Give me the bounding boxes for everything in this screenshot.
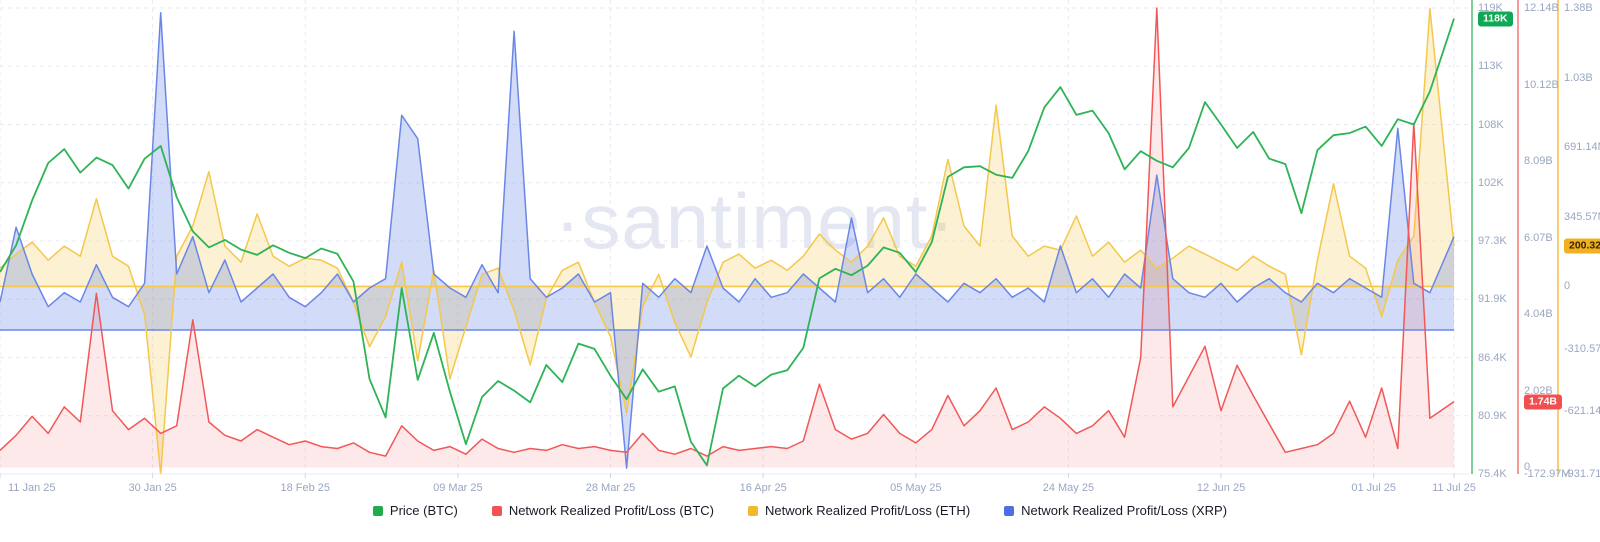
y-tick-label: 91.9K <box>1478 293 1507 306</box>
legend-label: Network Realized Profit/Loss (XRP) <box>1021 503 1228 518</box>
npl-btc-swatch-icon <box>491 505 502 516</box>
latest-eth-npl-badge: 200.32M <box>1564 238 1600 254</box>
y-tick-label: 12.14B <box>1524 2 1559 14</box>
x-tick-label: 01 Jul 25 <box>1351 482 1396 494</box>
y-tick-label: 0 <box>1564 280 1571 293</box>
y-tick-label: 0 <box>1524 461 1531 474</box>
y-tick-label: 1.03B <box>1564 71 1593 84</box>
x-tick-label: 30 Jan 25 <box>128 482 177 494</box>
y-tick-label: 97.3K <box>1478 235 1507 247</box>
x-tick-label: 28 Mar 25 <box>585 482 636 494</box>
y-tick-label: 691.14M <box>1564 141 1600 154</box>
y-tick-label: -621.14M <box>1564 405 1600 418</box>
x-tick-label: 24 May 25 <box>1042 482 1095 494</box>
x-tick-label: 05 May 25 <box>890 482 942 494</box>
legend-item-npl-xrp[interactable]: Network Realized Profit/Loss (XRP) <box>1004 503 1227 518</box>
legend: Price (BTC) Network Realized Profit/Loss… <box>0 503 1600 518</box>
legend-label: Network Realized Profit/Loss (BTC) <box>508 503 714 518</box>
legend-item-npl-eth[interactable]: Network Realized Profit/Loss (ETH) <box>747 503 971 518</box>
legend-label: Price (BTC) <box>389 503 458 518</box>
y-tick-label: -310.57M <box>1564 342 1600 355</box>
x-tick-label: 16 Apr 25 <box>739 482 787 494</box>
legend-item-price-btc[interactable]: Price (BTC) <box>372 503 458 518</box>
y-tick-label: 80.9K <box>1478 409 1507 422</box>
y-tick-label: 113K <box>1478 60 1503 73</box>
y-tick-label: 6.07B <box>1524 231 1553 244</box>
y-tick-label: 345.57M <box>1564 210 1600 223</box>
chart-plot-area[interactable] <box>0 0 1600 478</box>
y-tick-label: 10.12B <box>1524 78 1559 91</box>
y-tick-label: 1.38B <box>1564 2 1593 14</box>
y-tick-label: 119K <box>1478 2 1503 14</box>
x-tick-label: 09 Mar 25 <box>433 482 483 494</box>
y-tick-label: -172.97M <box>1524 468 1571 480</box>
x-tick-label: 18 Feb 25 <box>280 482 331 494</box>
y-tick-label: 4.04B <box>1524 308 1553 321</box>
x-tick-label: 12 Jun 25 <box>1196 482 1246 494</box>
legend-item-npl-btc[interactable]: Network Realized Profit/Loss (BTC) <box>491 503 714 518</box>
price-btc-swatch-icon <box>372 505 383 516</box>
y-tick-label: 108K <box>1478 118 1504 131</box>
y-tick-label: 75.4K <box>1478 468 1507 480</box>
y-tick-label: 2.02B <box>1524 384 1553 397</box>
latest-btc-npl-badge: 1.74B <box>1524 394 1563 410</box>
legend-label: Network Realized Profit/Loss (ETH) <box>764 503 971 518</box>
latest-price-badge: 118K <box>1478 11 1513 27</box>
x-tick-label: 11 Jan 25 <box>8 482 56 494</box>
y-tick-label: 8.09B <box>1524 155 1553 168</box>
y-tick-label: 86.4K <box>1478 351 1507 364</box>
npl-eth-swatch-icon <box>747 505 758 516</box>
npl-xrp-swatch-icon <box>1004 505 1015 516</box>
y-tick-label: -931.71M <box>1564 468 1600 480</box>
y-tick-label: 102K <box>1478 176 1504 189</box>
x-tick-label: 11 Jul 25 <box>1432 482 1476 494</box>
